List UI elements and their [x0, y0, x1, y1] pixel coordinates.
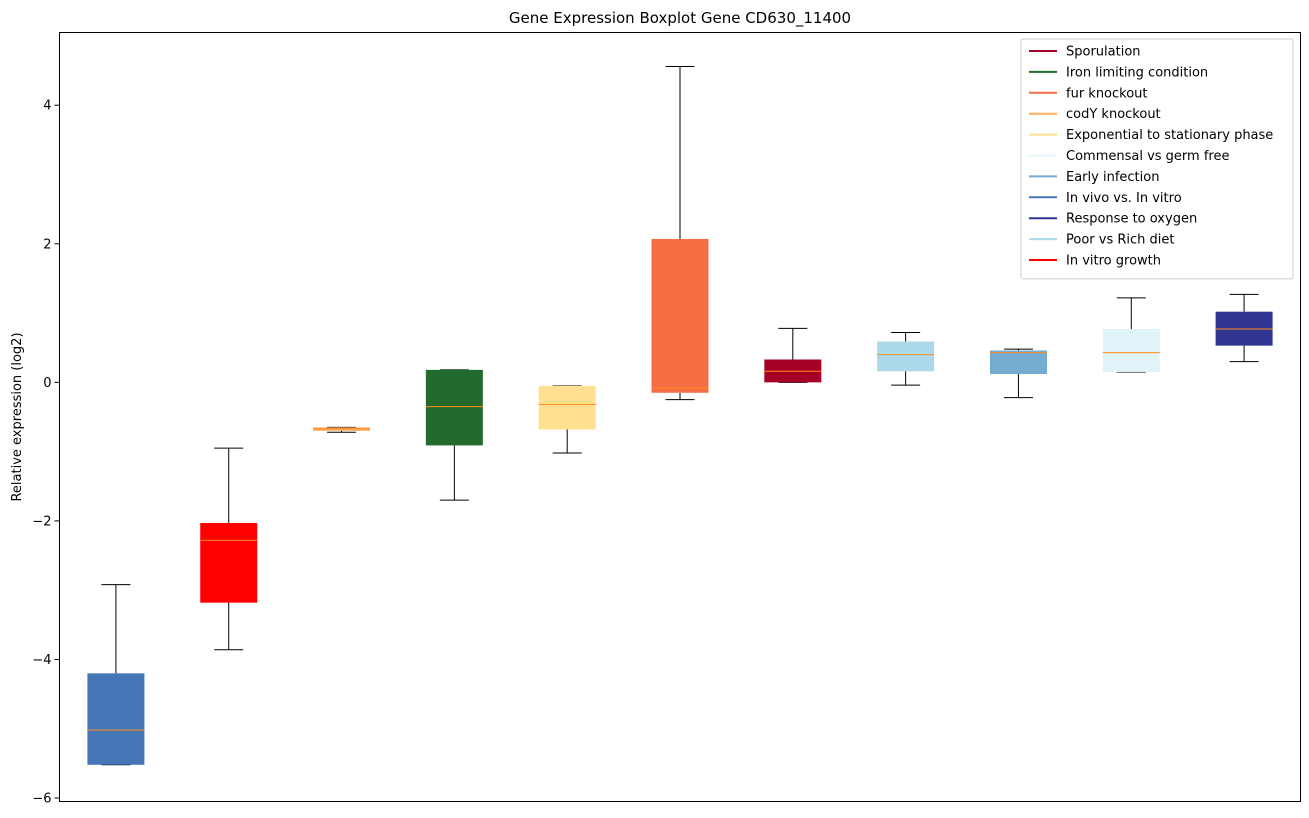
box-4 — [538, 385, 596, 454]
chart-title: Gene Expression Boxplot Gene CD630_11400 — [509, 9, 851, 28]
box-9 — [1102, 297, 1160, 373]
box-10 — [1215, 293, 1273, 363]
box-3 — [425, 369, 483, 501]
legend-label: Response to oxygen — [1066, 212, 1197, 227]
box-body — [989, 350, 1047, 375]
legend-label: Early infection — [1066, 170, 1159, 185]
y-tick-label: 4 — [43, 99, 51, 114]
box-1 — [200, 447, 258, 651]
legend-frame — [1020, 38, 1294, 280]
box-0 — [87, 584, 145, 766]
box-2 — [313, 426, 371, 433]
legend-label: Exponential to stationary phase — [1066, 128, 1273, 143]
legend-label: In vivo vs. In vitro — [1066, 191, 1182, 206]
plot-frame — [59, 32, 1301, 802]
box-body — [87, 673, 145, 765]
y-tick-label: −4 — [32, 653, 51, 668]
y-tick-label: −2 — [32, 514, 51, 529]
legend: Sporulation Iron limiting condition fur kn… — [1020, 38, 1294, 280]
y-tick-label: 0 — [43, 376, 51, 391]
y-tick-label: −6 — [32, 792, 51, 807]
box-6 — [764, 327, 822, 383]
box-body — [651, 238, 709, 393]
legend-label: codY knockout — [1066, 107, 1161, 122]
box-7 — [877, 331, 935, 386]
legend-label: Poor vs Rich diet — [1066, 233, 1174, 248]
legend-label: Iron limiting condition — [1066, 65, 1208, 80]
y-tick-label: 2 — [43, 237, 51, 252]
legend-label: Sporulation — [1066, 45, 1141, 60]
box-body — [877, 341, 935, 372]
legend-label: In vitro growth — [1066, 254, 1161, 269]
box-body — [425, 369, 483, 446]
legend-label: fur knockout — [1066, 86, 1148, 101]
y-axis: −6 −4 −2 0 2 4 — [32, 99, 60, 807]
legend-label: Commensal vs germ free — [1066, 149, 1229, 164]
box-5 — [651, 65, 709, 401]
box-body — [538, 385, 596, 430]
box-body — [200, 522, 258, 603]
y-axis-label: Relative expression (log2) — [10, 332, 25, 501]
box-body — [1102, 329, 1160, 372]
box-8 — [989, 348, 1047, 399]
boxes-layer — [87, 65, 1273, 766]
